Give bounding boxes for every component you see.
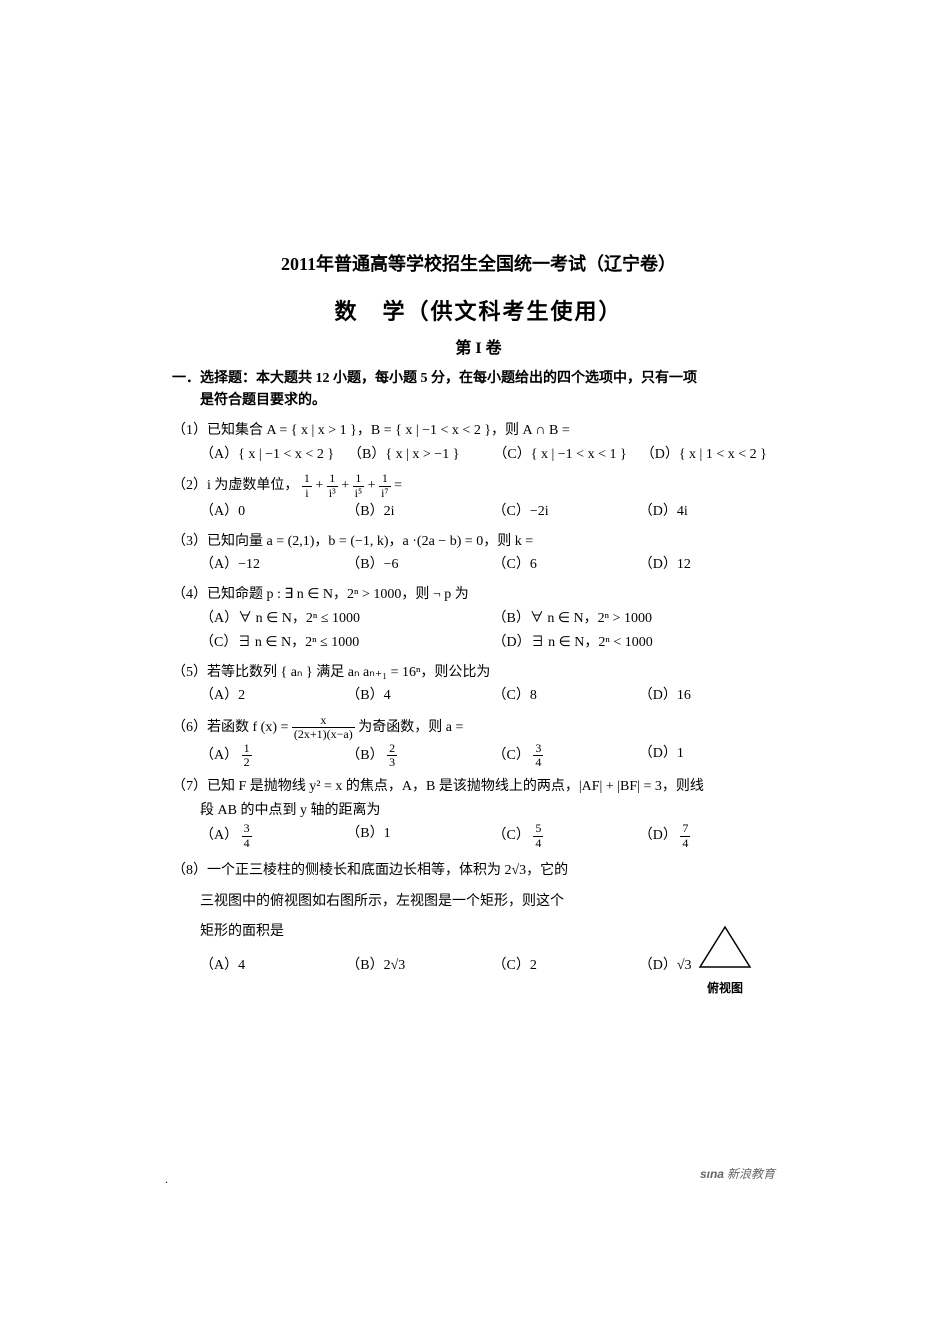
figure-label: 俯视图 [695,979,755,996]
sina-logo-text: sına [700,1167,724,1181]
q6-option-c: （C） 34 [493,742,639,769]
question-5: （5）若等比数列 { aₙ } 满足 aₙ aₙ₊₁ = 16ⁿ，则公比为 （A… [172,661,785,709]
q7-option-d: （D） 74 [639,822,785,849]
q6-prefix: （6）若函数 f (x) = [172,720,292,735]
q3-option-d: （D）12 [639,553,785,577]
q2-option-a: （A）0 [200,500,346,524]
q7-option-b: （B）1 [346,822,492,849]
subject-title: 数 学（供文科考生使用） [172,294,785,326]
triangle-icon [695,922,755,972]
q6-suffix: 为奇函数，则 a = [358,720,463,735]
question-6: （6）若函数 f (x) = x (2x+1)(x−a) 为奇函数，则 a = … [172,714,785,769]
q1-option-d: （D）{ x | 1 < x < 2 } [641,443,767,467]
q7-line1: （7）已知 F 是抛物线 y² = x 的焦点，A，B 是该抛物线上的两点，|A… [172,779,704,794]
question-7: （7）已知 F 是抛物线 y² = x 的焦点，A，B 是该抛物线上的两点，|A… [172,775,785,850]
question-3: （3）已知向量 a = (2,1)，b = (−1, k)，a ·(2a − b… [172,530,785,578]
q3-option-a: （A）−12 [200,553,346,577]
q5-option-d: （D）16 [639,684,785,708]
q1-text: （1）已知集合 A = { x | x > 1 }，B = { x | −1 <… [172,419,785,443]
watermark: sına 新浪教育 [700,1165,775,1182]
q4-text: （4）已知命题 p : ∃ n ∈ N，2ⁿ > 1000，则 ¬ p 为 [172,583,785,607]
q5-option-b: （B）4 [346,684,492,708]
q1-option-b: （B）{ x | x > −1 } [348,443,459,467]
q8-line1: （8）一个正三棱柱的侧棱长和底面边长相等，体积为 2√3，它的 [172,863,568,878]
q8-text: （8）一个正三棱柱的侧棱长和底面边长相等，体积为 2√3，它的 三视图中的俯视图… [172,856,785,948]
q8-line3: 矩形的面积是 [200,924,284,939]
q2-frac2: 1i³ [327,472,338,499]
q4-option-d: （D）∃ n ∈ N，2ⁿ < 1000 [493,631,786,655]
q3-text: （3）已知向量 a = (2,1)，b = (−1, k)，a ·(2a − b… [172,530,785,554]
page-dot: . [165,1172,168,1187]
q5-option-c: （C）8 [493,684,639,708]
question-2: （2）i 为虚数单位， 1i + 1i³ + 1i⁵ + 1i⁷ = （A）0 … [172,472,785,523]
q2-frac1: 1i [302,472,312,499]
question-4: （4）已知命题 p : ∃ n ∈ N，2ⁿ > 1000，则 ¬ p 为 （A… [172,583,785,654]
q8-option-c: （C）2 [493,954,639,978]
q2-option-b: （B）2i [346,500,492,524]
q6-den: (2x+1)(x−a) [292,728,355,741]
q3-option-b: （B）−6 [346,553,492,577]
q4-option-c: （C）∃ n ∈ N，2ⁿ ≤ 1000 [200,631,493,655]
q7-line2: 段 AB 的中点到 y 轴的距离为 [200,803,380,818]
q6-num: x [292,714,355,728]
q5-option-a: （A）2 [200,684,346,708]
q2-prefix: （2）i 为虚数单位， [172,478,298,493]
section-instructions: 一．选择题：本大题共 12 小题，每小题 5 分，在每小题给出的四个选项中，只有… [172,368,785,413]
q8-line2: 三视图中的俯视图如右图所示，左视图是一个矩形，则这个 [200,894,564,909]
q6-option-d: （D）1 [639,742,785,769]
q1-option-c: （C）{ x | −1 < x < 1 } [493,443,626,467]
instruction-line1: 一．选择题：本大题共 12 小题，每小题 5 分，在每小题给出的四个选项中，只有… [172,371,697,386]
question-1: （1）已知集合 A = { x | x > 1 }，B = { x | −1 <… [172,419,785,467]
q2-suffix: = [394,478,402,493]
q3-option-c: （C）6 [493,553,639,577]
q4-option-b: （B）∀ n ∈ N，2ⁿ > 1000 [493,607,786,631]
q6-option-b: （B） 23 [346,742,492,769]
q7-text: （7）已知 F 是抛物线 y² = x 的焦点，A，B 是该抛物线上的两点，|A… [172,775,785,823]
q6-frac: x (2x+1)(x−a) [292,714,355,741]
q2-frac3: 1i⁵ [353,472,365,499]
q2-frac4: 1i⁷ [379,472,391,499]
q6-text: （6）若函数 f (x) = x (2x+1)(x−a) 为奇函数，则 a = [172,714,785,741]
q5-text: （5）若等比数列 { aₙ } 满足 aₙ aₙ₊₁ = 16ⁿ，则公比为 [172,661,785,685]
q7-option-c: （C） 54 [493,822,639,849]
instruction-line2: 是符合题目要求的。 [200,393,326,408]
q2-option-c: （C）−2i [493,500,639,524]
q7-option-a: （A） 34 [200,822,346,849]
q6-option-a: （A） 12 [200,742,346,769]
question-8: （8）一个正三棱柱的侧棱长和底面边长相等，体积为 2√3，它的 三视图中的俯视图… [172,856,785,978]
q2-text: （2）i 为虚数单位， 1i + 1i³ + 1i⁵ + 1i⁷ = [172,472,785,499]
q8-option-b: （B）2√3 [346,954,492,978]
part-title: 第 I 卷 [172,334,785,358]
q8-option-a: （A）4 [200,954,346,978]
watermark-text: 新浪教育 [724,1167,775,1181]
exam-title: 2011年普通高等学校招生全国统一考试（辽宁卷） [172,250,785,276]
q2-option-d: （D）4i [639,500,785,524]
q4-option-a: （A）∀ n ∈ N，2ⁿ ≤ 1000 [200,607,493,631]
q8-figure: 俯视图 [695,922,755,996]
q1-option-a: （A）{ x | −1 < x < 2 } [200,443,334,467]
